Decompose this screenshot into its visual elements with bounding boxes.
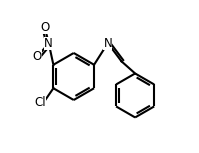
Text: Cl: Cl xyxy=(35,96,46,109)
Text: O: O xyxy=(33,50,42,63)
Text: O: O xyxy=(40,21,50,34)
Text: N: N xyxy=(44,37,53,50)
Text: N: N xyxy=(103,37,112,50)
